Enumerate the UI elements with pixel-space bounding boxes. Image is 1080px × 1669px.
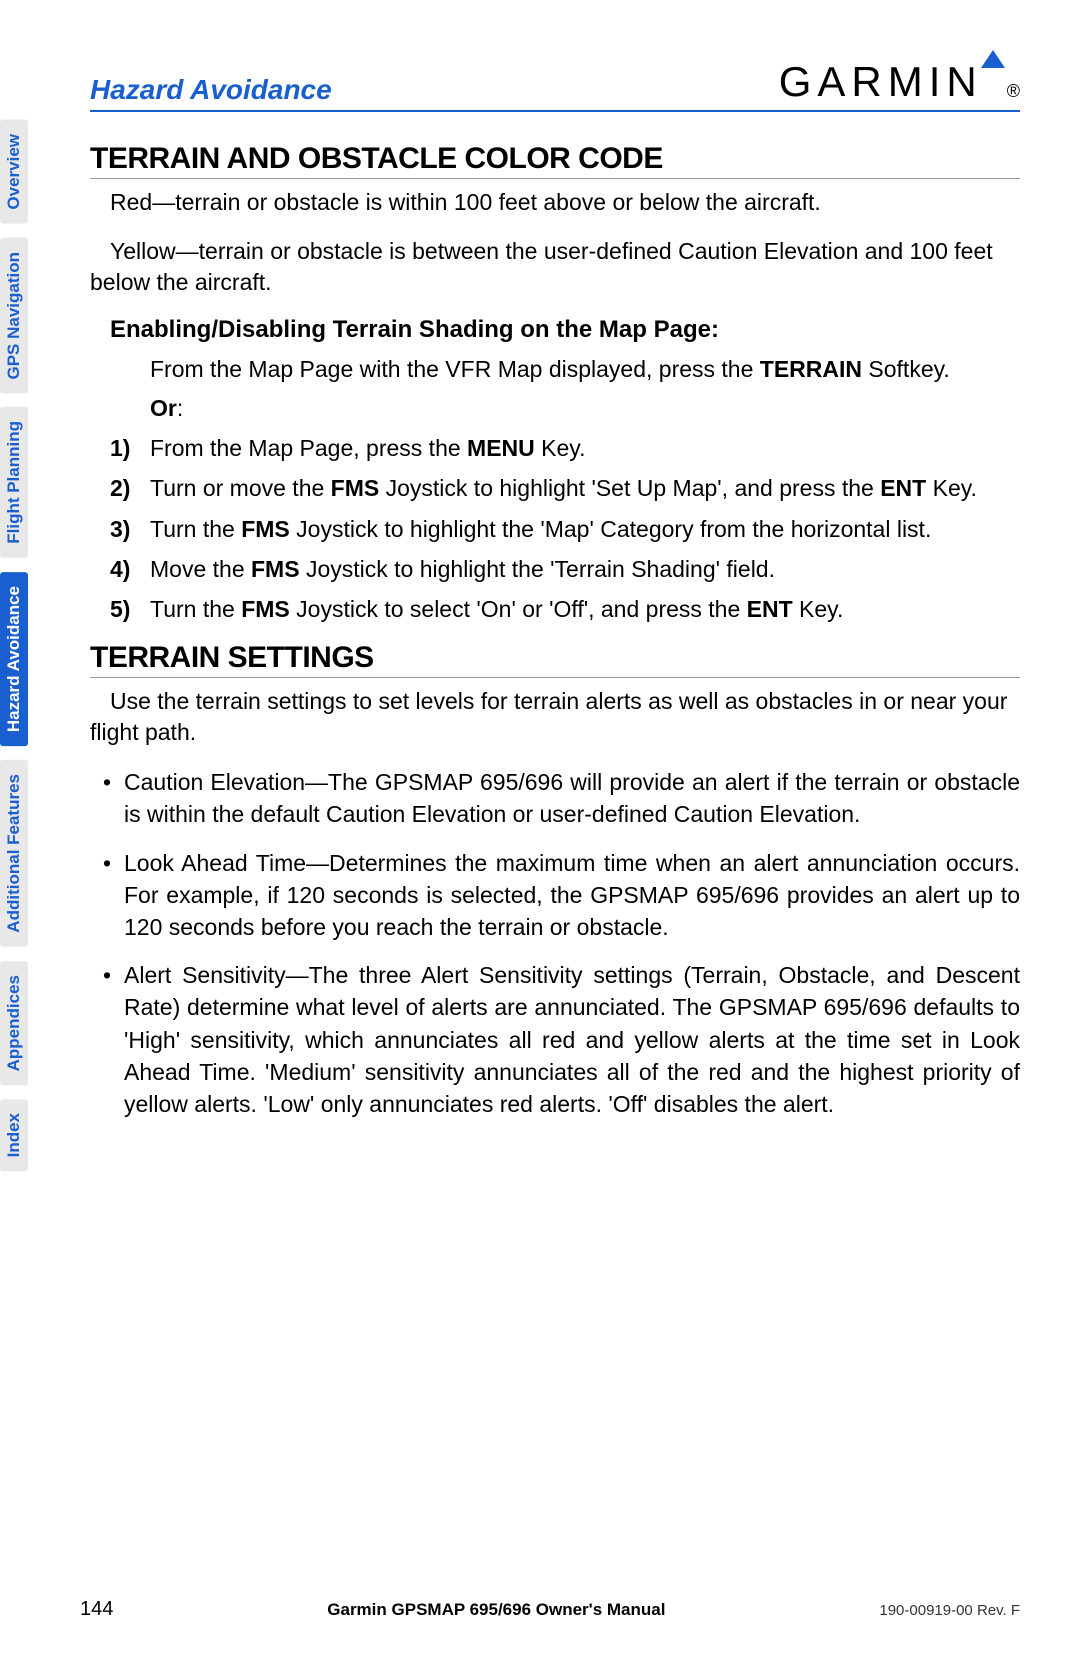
page-content: Hazard Avoidance GARMIN ® TERRAIN AND OB…: [80, 50, 1020, 1629]
bullet-item: •Look Ahead Time—Determines the maximum …: [90, 847, 1020, 944]
heading-enable-shading: Enabling/Disabling Terrain Shading on th…: [110, 316, 1020, 344]
side-tab[interactable]: Additional Features: [0, 760, 28, 947]
page-header: Hazard Avoidance GARMIN ®: [90, 50, 1020, 112]
bullet-text: Caution Elevation—The GPSMAP 695/696 wil…: [124, 766, 1020, 830]
bullet-item: •Alert Sensitivity—The three Alert Sensi…: [90, 959, 1020, 1120]
step-body: Turn or move the FMS Joystick to highlig…: [150, 472, 1020, 504]
step-number: 5): [110, 593, 150, 625]
para-yellow: Yellow—terrain or obstacle is between th…: [90, 236, 1020, 298]
logo-triangle-icon: [981, 50, 1005, 68]
body-content: TERRAIN AND OBSTACLE COLOR CODE Red—terr…: [90, 142, 1020, 1120]
garmin-logo: GARMIN ®: [779, 50, 1020, 106]
side-tab[interactable]: Hazard Avoidance: [0, 572, 28, 746]
step-body: Move the FMS Joystick to highlight the '…: [150, 553, 1020, 585]
bullet-dot-icon: •: [90, 766, 124, 830]
step-number: 3): [110, 513, 150, 545]
manual-title: Garmin GPSMAP 695/696 Owner's Manual: [327, 1600, 665, 1620]
step-row: 4)Move the FMS Joystick to highlight the…: [110, 553, 1020, 585]
bullet-text: Alert Sensitivity—The three Alert Sensit…: [124, 959, 1020, 1120]
logo-text: GARMIN: [779, 58, 983, 106]
bullet-text: Look Ahead Time—Determines the maximum t…: [124, 847, 1020, 944]
numbered-steps: 1)From the Map Page, press the MENU Key.…: [110, 432, 1020, 625]
para-red: Red—terrain or obstacle is within 100 fe…: [90, 187, 1020, 218]
page-footer: 144 Garmin GPSMAP 695/696 Owner's Manual…: [80, 1598, 1020, 1621]
side-tab[interactable]: Flight Planning: [0, 407, 28, 558]
section-title: Hazard Avoidance: [90, 74, 332, 106]
step-row: 3)Turn the FMS Joystick to highlight the…: [110, 513, 1020, 545]
step-number: 1): [110, 432, 150, 464]
side-tab[interactable]: GPS Navigation: [0, 238, 28, 394]
step-row: 1)From the Map Page, press the MENU Key.: [110, 432, 1020, 464]
revision: 190-00919-00 Rev. F: [879, 1602, 1020, 1619]
intro-a: From the Map Page with the VFR Map displ…: [150, 356, 760, 382]
para-settings-intro: Use the terrain settings to set levels f…: [90, 686, 1020, 748]
intro-b: TERRAIN: [760, 356, 862, 382]
step-body: From the Map Page, press the MENU Key.: [150, 432, 1020, 464]
heading-terrain-settings: TERRAIN SETTINGS: [90, 641, 1020, 678]
side-nav-tabs: Overview GPS Navigation Flight Planning Haz…: [0, 120, 30, 1185]
step-row: 5)Turn the FMS Joystick to select 'On' o…: [110, 593, 1020, 625]
bullet-item: •Caution Elevation—The GPSMAP 695/696 wi…: [90, 766, 1020, 830]
settings-bullets: •Caution Elevation—The GPSMAP 695/696 wi…: [90, 766, 1020, 1120]
side-tab[interactable]: Overview: [0, 120, 28, 224]
step-number: 4): [110, 553, 150, 585]
step-body: Turn the FMS Joystick to select 'On' or …: [150, 593, 1020, 625]
side-tab[interactable]: Appendices: [0, 961, 28, 1085]
bullet-dot-icon: •: [90, 959, 124, 1120]
step-number: 2): [110, 472, 150, 504]
step-row: 2)Turn or move the FMS Joystick to highl…: [110, 472, 1020, 504]
intro-c: Softkey.: [862, 356, 950, 382]
side-tab[interactable]: Index: [0, 1099, 28, 1171]
or-line: Or:: [150, 393, 1020, 424]
intro-step: From the Map Page with the VFR Map displ…: [150, 354, 1020, 385]
step-body: Turn the FMS Joystick to highlight the '…: [150, 513, 1020, 545]
page-number: 144: [80, 1598, 113, 1621]
bullet-dot-icon: •: [90, 847, 124, 944]
heading-terrain-color: TERRAIN AND OBSTACLE COLOR CODE: [90, 142, 1020, 179]
or-text: Or: [150, 395, 177, 421]
